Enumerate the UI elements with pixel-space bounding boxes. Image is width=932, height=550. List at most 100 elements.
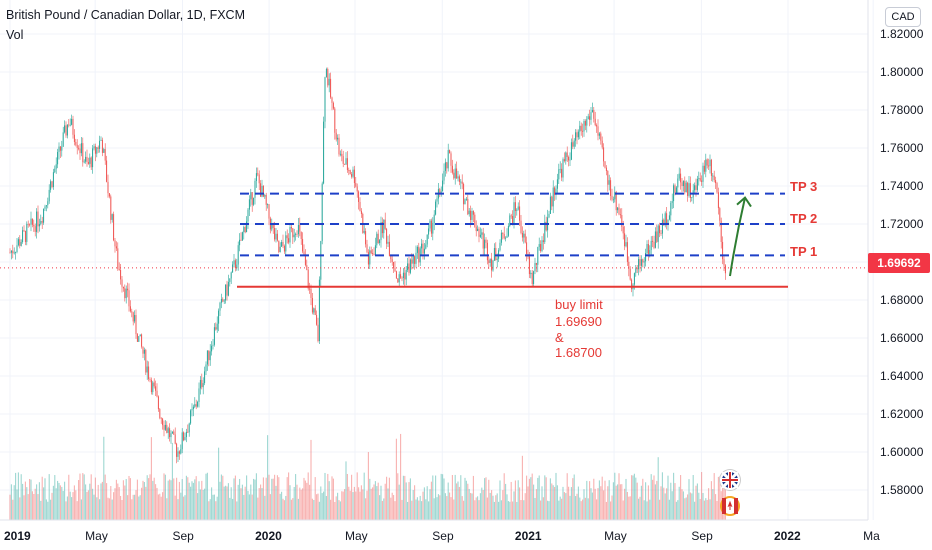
- volume-bar: [223, 486, 225, 520]
- volume-bar: [325, 495, 327, 520]
- volume-bar: [580, 501, 582, 520]
- volume-bar: [516, 501, 518, 520]
- candle-body: [276, 233, 278, 241]
- volume-bar: [100, 483, 102, 520]
- volume-bar: [374, 481, 376, 520]
- volume-bar: [509, 501, 511, 520]
- volume-bar: [150, 437, 152, 520]
- volume-bar: [324, 472, 326, 520]
- volume-bar: [334, 501, 336, 520]
- time-axis[interactable]: 2019 May Sep 2020 May Sep 2021 May Sep 2022 Ma: [0, 519, 880, 543]
- price-tick-label: 1.60000: [880, 445, 924, 459]
- volume-bar: [664, 493, 666, 520]
- volume-bar: [409, 478, 411, 520]
- candle-body: [29, 224, 31, 226]
- volume-bar: [356, 472, 358, 520]
- volume-bar: [514, 480, 516, 520]
- candle-body: [15, 251, 17, 253]
- volume-bar: [482, 490, 484, 520]
- canada-flag-icon[interactable]: [720, 496, 740, 516]
- candle-body: [79, 148, 81, 154]
- currency-button[interactable]: CAD: [885, 7, 921, 27]
- price-tick-label: 1.80000: [880, 65, 924, 79]
- volume-bar: [206, 472, 208, 520]
- volume-bar: [521, 455, 523, 520]
- volume-bar: [381, 500, 383, 520]
- candle-body: [272, 223, 274, 228]
- volume-bar: [428, 501, 430, 520]
- volume-bar: [481, 487, 483, 520]
- volume-bar: [512, 501, 514, 520]
- volume-bar: [582, 499, 584, 520]
- candle-body: [111, 214, 113, 220]
- volume-bar: [506, 494, 508, 520]
- volume-bar: [460, 475, 462, 520]
- candle-body: [724, 265, 726, 274]
- candle-body: [27, 223, 29, 225]
- volume-bar: [338, 500, 340, 520]
- candle-body: [93, 146, 95, 149]
- candle-body: [71, 118, 73, 125]
- volume-bar: [278, 477, 280, 520]
- candle-body: [675, 187, 677, 193]
- volume-bar: [314, 477, 316, 520]
- candle-body: [358, 191, 360, 202]
- volume-bar: [631, 475, 633, 520]
- candle-body: [695, 185, 697, 190]
- volume-bar: [267, 435, 269, 520]
- volume-bar: [248, 494, 250, 520]
- volume-bar: [24, 481, 26, 520]
- volume-bar: [618, 473, 620, 520]
- volume-bar: [590, 488, 592, 520]
- candle-body: [628, 261, 630, 269]
- volume-bar: [58, 482, 60, 520]
- volume-bar: [307, 472, 309, 520]
- candle-body: [176, 443, 178, 457]
- candle-body: [148, 366, 150, 380]
- volume-bar: [87, 490, 89, 520]
- volume-bar: [535, 489, 537, 520]
- candle-body: [436, 198, 438, 202]
- candle-body: [509, 215, 511, 227]
- candle-body: [705, 159, 707, 172]
- target-arrow[interactable]: [729, 197, 746, 277]
- volume-bar: [61, 486, 63, 520]
- volume-bar: [272, 478, 274, 520]
- volume-bar: [121, 499, 123, 520]
- candle-body: [156, 390, 158, 397]
- candle-body: [58, 146, 60, 153]
- candle-body: [699, 178, 701, 181]
- volume-bar: [29, 479, 31, 520]
- volume-bar: [226, 486, 228, 520]
- candle-body: [444, 162, 446, 171]
- candle-body: [52, 172, 54, 188]
- volume-bar: [370, 488, 372, 520]
- candle-body: [608, 180, 610, 185]
- volume-bar: [44, 478, 46, 520]
- volume-bar: [486, 497, 488, 520]
- candle-body: [659, 225, 661, 234]
- candle-body: [425, 244, 427, 249]
- candle-body: [689, 183, 691, 198]
- candle-body: [572, 142, 574, 147]
- time-tick-label: May: [85, 529, 108, 543]
- candle-body: [316, 314, 318, 325]
- volume-bar: [359, 491, 361, 520]
- volume-bar: [159, 493, 161, 520]
- candle-body: [61, 146, 63, 151]
- uk-flag-icon[interactable]: [720, 470, 740, 490]
- volume-bar: [513, 491, 515, 520]
- volume-bar: [416, 497, 418, 520]
- candle-body: [698, 178, 700, 179]
- candle-body: [351, 174, 353, 177]
- candle-body: [303, 251, 305, 255]
- candle-body: [600, 133, 602, 141]
- candle-body: [673, 185, 675, 202]
- price-candles: [9, 67, 726, 464]
- candle-body: [251, 192, 253, 205]
- candle-body: [405, 270, 407, 280]
- volume-bar: [240, 488, 242, 520]
- volume-bar: [13, 485, 15, 520]
- volume-bar: [583, 489, 585, 520]
